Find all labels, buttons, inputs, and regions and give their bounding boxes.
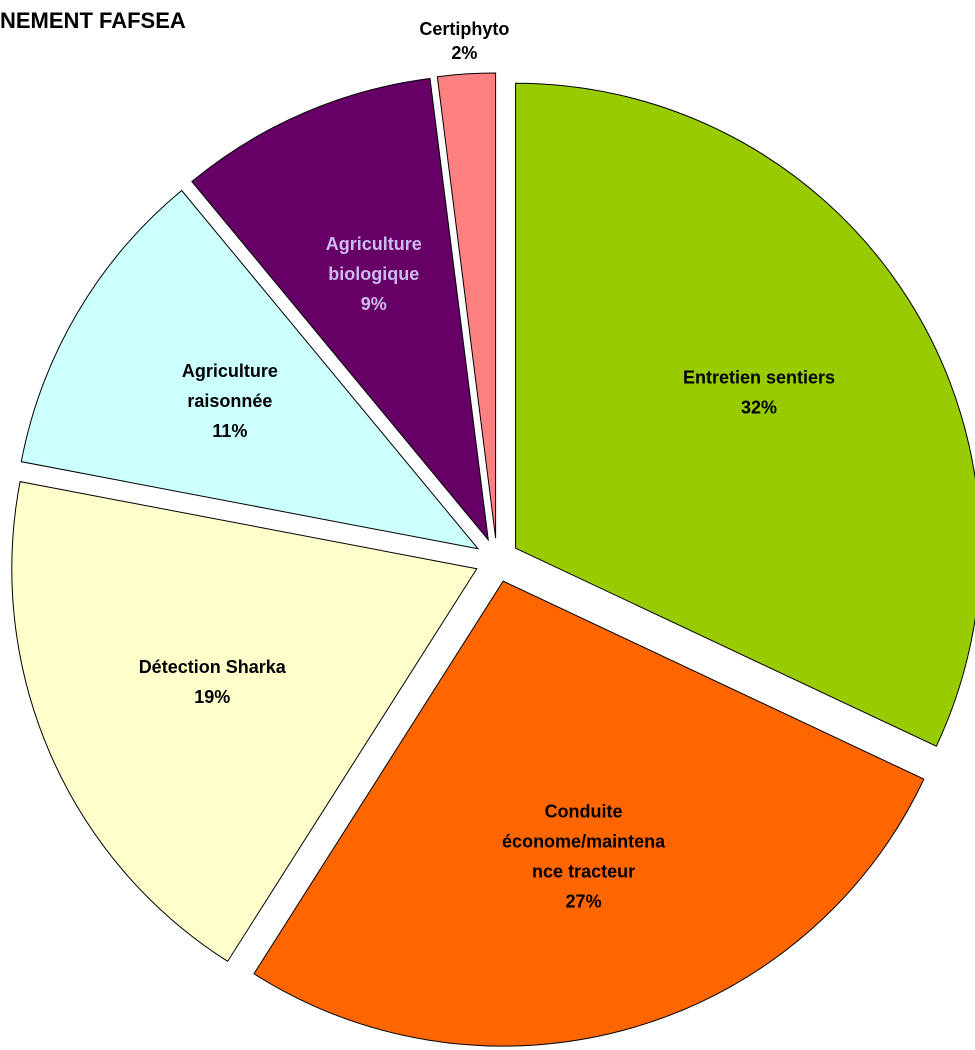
slice-value-label: 11% — [212, 421, 247, 441]
slice-label: Détection Sharka — [139, 657, 287, 677]
slice-value-label: 2% — [451, 43, 477, 63]
chart-title: NEMENT FAFSEA — [0, 8, 186, 33]
slice-value-label: 19% — [194, 687, 230, 707]
pie-slice — [20, 189, 480, 550]
pie-slice — [11, 481, 478, 963]
slice-label: économe/maintena — [502, 832, 666, 852]
slice-value-label: 32% — [741, 397, 777, 417]
slice-label: Agriculture — [182, 361, 278, 381]
slice-label: nce tracteur — [532, 862, 635, 882]
slice-label: Agriculture — [326, 234, 422, 254]
pie-slice — [436, 72, 497, 539]
slice-label: Entretien sentiers — [683, 367, 835, 387]
pie-slice — [191, 77, 489, 542]
pie-slice — [253, 580, 925, 1047]
slice-label: raisonnée — [187, 391, 272, 411]
slice-value-label: 27% — [566, 892, 602, 912]
slice-label: Certiphyto — [419, 19, 509, 39]
slice-label: Conduite — [545, 802, 623, 822]
slice-value-label: 9% — [361, 294, 387, 314]
slice-label: biologique — [328, 264, 419, 284]
